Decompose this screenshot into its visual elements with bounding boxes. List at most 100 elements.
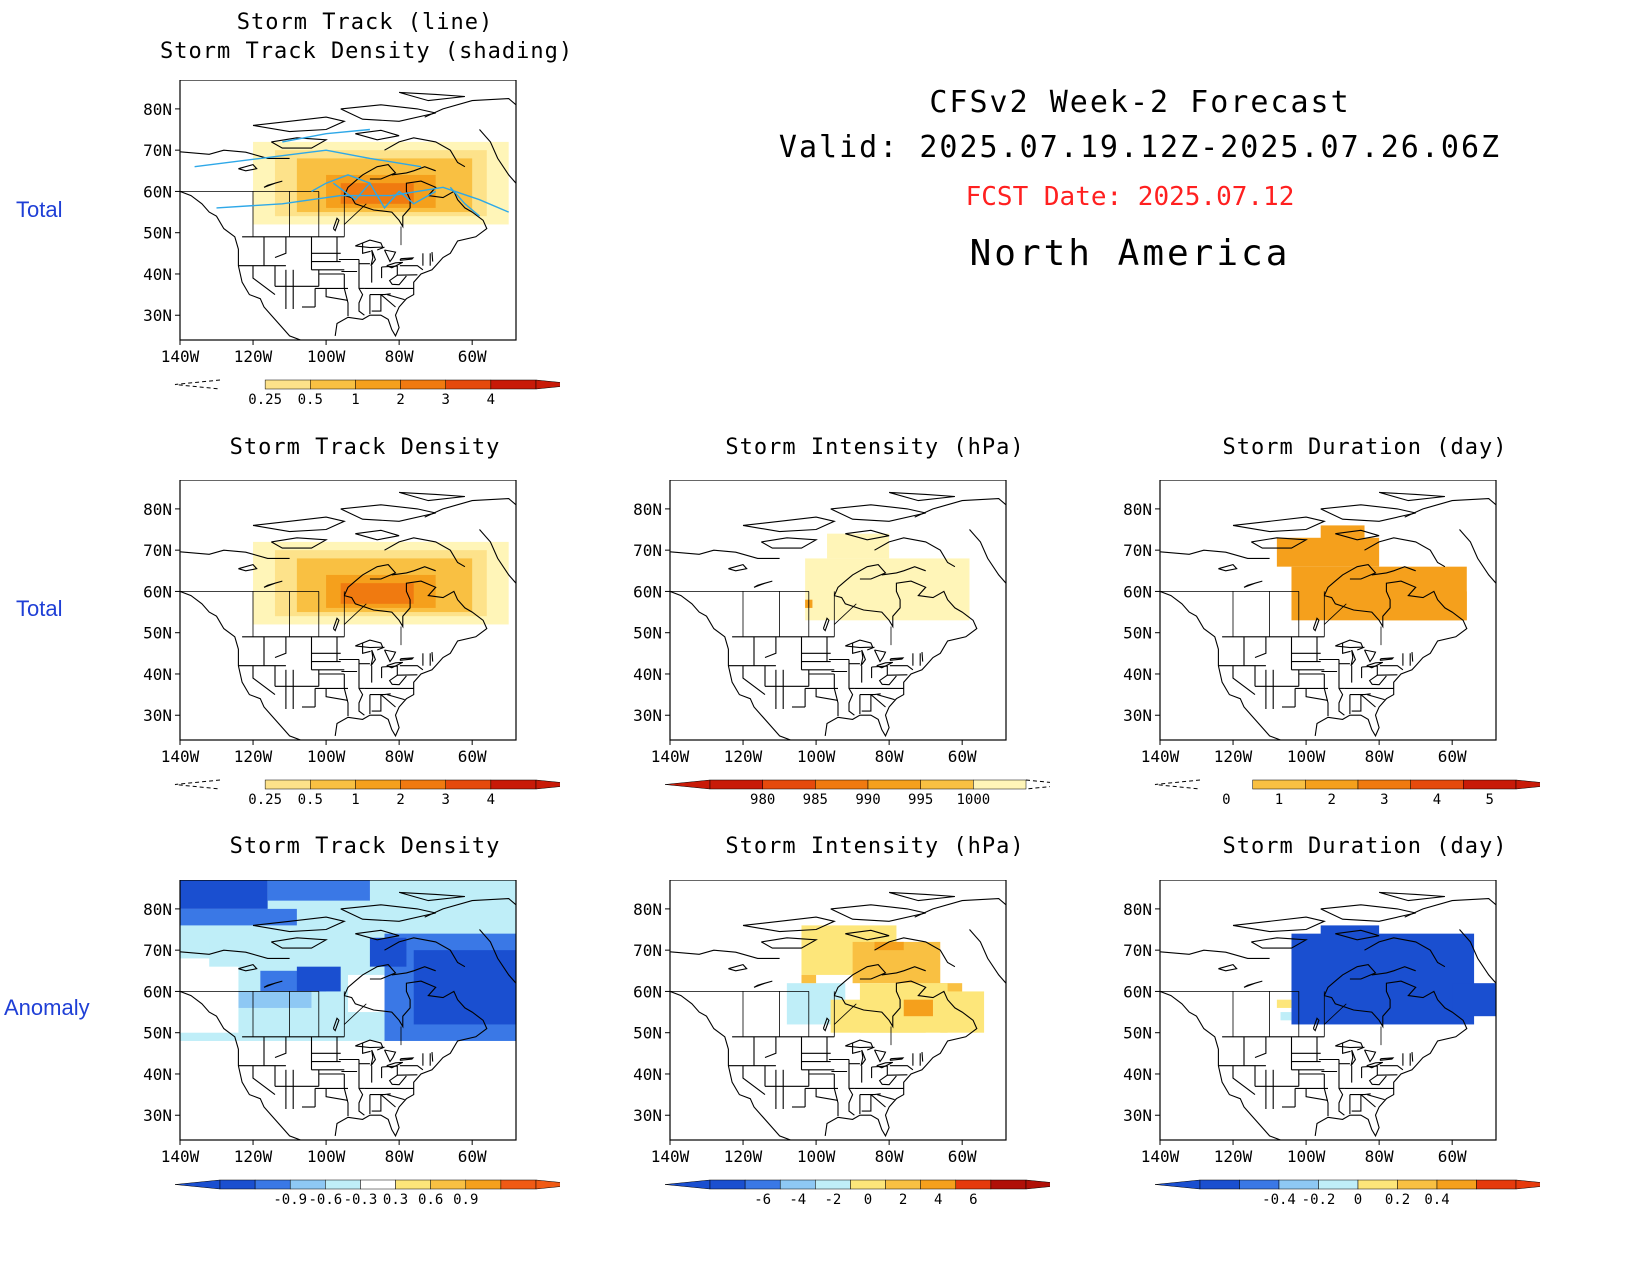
colorbar-swatch <box>490 779 537 790</box>
state-boundary <box>1368 1074 1387 1086</box>
coastline <box>824 580 978 738</box>
colorbar-swatch <box>355 379 401 390</box>
coastline <box>479 529 516 584</box>
lake-outline <box>1218 963 1238 972</box>
lat-tick-label: 40N <box>633 1065 662 1084</box>
colorbar-swatch <box>920 779 974 790</box>
state-boundary <box>1361 1065 1378 1068</box>
lat-tick-label: 60N <box>633 582 662 601</box>
state-boundary <box>876 1094 895 1101</box>
lat-tick-label: 40N <box>1123 1065 1152 1084</box>
colorbar-end-left <box>1154 1179 1201 1190</box>
lon-tick-label: 120W <box>1214 747 1253 766</box>
state-boundary <box>388 1074 407 1086</box>
lat-tick-label: 60N <box>143 182 172 201</box>
coastline <box>180 590 301 740</box>
coastline <box>334 580 488 738</box>
colorbar-label: -2 <box>824 1192 841 1208</box>
lake-outline <box>332 617 340 632</box>
storm-track-line <box>194 149 422 168</box>
state-boundary <box>380 694 396 708</box>
shading-cell <box>1291 933 1475 1025</box>
lake-outline <box>332 217 340 232</box>
state-boundary <box>274 636 287 659</box>
colorbar-swatch <box>709 779 763 790</box>
island-outline <box>1232 916 1327 933</box>
lake-outline <box>1366 1061 1384 1069</box>
state-boundary <box>1411 652 1414 662</box>
coastline <box>479 929 516 984</box>
lake-outline <box>263 180 283 188</box>
shading-cell <box>801 974 817 984</box>
lake-outline <box>889 657 905 661</box>
lake-outline <box>263 580 283 588</box>
lon-tick-label: 80W <box>385 1147 414 1166</box>
lat-tick-label: 80N <box>143 500 172 519</box>
state-boundary <box>274 1036 287 1059</box>
state-boundary <box>386 1094 405 1101</box>
colorbar-label: 2 <box>396 792 404 808</box>
colorbar: -6 -4 -2 0 2 4 6 <box>664 1179 1050 1208</box>
forecast-date: FCST Date: 2025.07.12 <box>965 182 1295 212</box>
panel-title-duration-anomaly: Storm Duration (day) <box>1222 834 1508 859</box>
lat-tick-label: 50N <box>143 1024 172 1043</box>
island-outline <box>398 891 465 902</box>
colorbar-label: 0.5 <box>298 792 323 808</box>
lat-tick-label: 50N <box>633 624 662 643</box>
state-boundary <box>866 1046 875 1051</box>
colorbar-label: 5 <box>1485 792 1493 808</box>
coastline <box>343 964 397 996</box>
colorbar-swatch <box>990 1179 1027 1190</box>
colorbar-swatch <box>400 379 446 390</box>
panel-title-duration-total: Storm Duration (day) <box>1222 435 1508 460</box>
colorbar-swatch <box>850 1179 886 1190</box>
state-boundary <box>343 274 349 317</box>
lake-outline <box>1335 639 1364 649</box>
lake-outline <box>876 661 894 669</box>
state-boundary <box>859 693 881 696</box>
state-boundary <box>376 646 385 651</box>
province-boundary <box>344 603 367 625</box>
map-panel-density-total: 80N 70N 60N 50N 40N 30N 140W 120W 100W 80W 60W 0.25… <box>143 480 560 808</box>
state-boundary <box>1368 674 1387 686</box>
island-outline <box>1378 891 1445 902</box>
colorbar-label: 2 <box>899 1192 907 1208</box>
colorbar-swatch <box>264 379 311 390</box>
coastline <box>1364 937 1446 968</box>
lake-outline <box>1379 657 1395 661</box>
state-boundary <box>852 643 861 655</box>
coastline <box>384 137 466 168</box>
colorbar-label: 1 <box>351 392 359 408</box>
state-boundary <box>1356 1046 1365 1051</box>
island-outline <box>398 91 465 102</box>
colorbar-swatch <box>867 779 921 790</box>
lake-outline <box>1350 649 1357 667</box>
map-frame <box>179 880 517 1141</box>
lon-tick-label: 100W <box>797 747 836 766</box>
island-outline <box>252 516 347 533</box>
colorbar-end-right <box>535 1179 560 1190</box>
coastline <box>180 549 290 559</box>
map-content <box>670 880 1006 1140</box>
forecast-title: CFSv2 Week-2 Forecast <box>929 85 1351 120</box>
storm-track-line <box>282 128 370 143</box>
coastline <box>1323 964 1377 996</box>
island-outline <box>355 529 400 541</box>
state-boundary <box>376 1046 385 1051</box>
colorbar-swatch <box>744 1179 781 1190</box>
lon-tick-label: 140W <box>161 347 200 366</box>
colorbar: 980 985 990 995 1000 <box>664 779 1050 808</box>
colorbar-open-end <box>1025 779 1050 790</box>
coastline <box>969 929 1006 984</box>
lat-tick-label: 60N <box>1123 982 1152 1001</box>
state-boundary <box>376 246 385 251</box>
colorbar-swatch <box>500 1179 537 1190</box>
state-boundary <box>889 665 914 671</box>
state-boundary <box>1351 694 1362 712</box>
state-boundary <box>325 688 349 701</box>
lake-outline <box>753 580 773 588</box>
colorbar-swatch <box>445 779 492 790</box>
lake-outline <box>384 649 397 663</box>
colorbar-swatch <box>1436 1179 1477 1190</box>
coastline <box>424 898 516 918</box>
